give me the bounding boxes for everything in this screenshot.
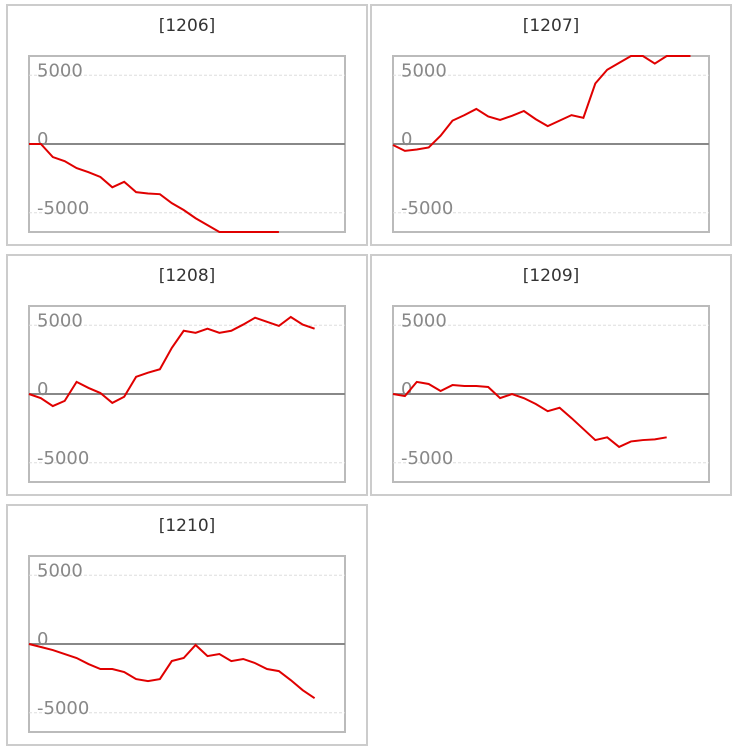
y-tick-label: -5000 (37, 698, 89, 719)
y-tick-label: 5000 (37, 60, 83, 81)
y-tick-label: -5000 (401, 448, 453, 469)
y-tick-label: 5000 (401, 310, 447, 331)
chart-title: [1206] (159, 16, 216, 36)
chart-title: [1209] (523, 266, 580, 286)
chart-title: [1207] (523, 16, 580, 36)
data-line (28, 315, 315, 408)
y-tick-label: 5000 (37, 310, 83, 331)
y-tick-label: 0 (401, 379, 412, 400)
y-tick-label: -5000 (37, 198, 89, 219)
data-line (29, 143, 279, 233)
chart-panel: [1208] -5000 0 5000 (6, 254, 368, 496)
chart-title: [1208] (159, 266, 216, 286)
y-tick-label: 0 (37, 129, 48, 150)
y-tick-label: 5000 (37, 560, 83, 581)
chart-panel: [1209] -5000 0 5000 (370, 254, 732, 496)
data-line (392, 55, 691, 152)
chart-panel: [1206] -5000 0 5000 (6, 4, 368, 246)
y-tick-label: 0 (401, 129, 412, 150)
chart-panel: [1207] -5000 0 5000 (370, 4, 732, 246)
chart-panel: [1210] -5000 0 5000 (6, 504, 368, 746)
chart-title: [1210] (159, 516, 216, 536)
y-tick-label: -5000 (37, 448, 89, 469)
y-tick-label: 0 (37, 629, 48, 650)
y-tick-label: -5000 (401, 198, 453, 219)
y-tick-label: 0 (37, 379, 48, 400)
data-line (28, 643, 316, 700)
data-line (392, 380, 667, 449)
y-tick-label: 5000 (401, 60, 447, 81)
